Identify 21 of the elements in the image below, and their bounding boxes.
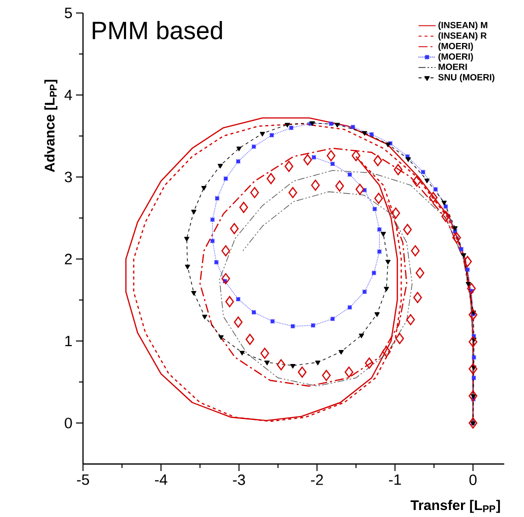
- y-tick-label: 2: [64, 254, 72, 264]
- y-axis-title: Advance [L$_{PP}$]: [44, 80, 58, 172]
- x-axis-title: Transfer [L$_{PP}$]: [410, 500, 500, 513]
- x-tick-label: -1: [389, 474, 401, 485]
- x-tick-label: -5: [77, 474, 90, 485]
- y-tick-label: 5: [64, 8, 72, 18]
- x-tick-label: -3: [233, 474, 245, 486]
- annotation: PMM based: [92, 21, 222, 40]
- legend-label: (INSEAN) R: [438, 32, 487, 41]
- legend-label: (MOERI): [438, 42, 473, 52]
- x-tick-label: -4: [155, 474, 168, 485]
- legend-label: (MOERI): [438, 53, 473, 62]
- y-tick-label: 3: [64, 172, 72, 182]
- legend-label: MOERI: [438, 64, 467, 70]
- legend-label: SNU (MOERI): [438, 74, 494, 82]
- y-tick-label: 4: [64, 90, 72, 100]
- y-tick-label: 1: [65, 336, 72, 346]
- legend-label: (INSEAN) M: [438, 22, 488, 30]
- y-tick-label: 0: [64, 418, 72, 428]
- x-tick-label: -2: [311, 474, 323, 485]
- x-tick-label: 0: [469, 474, 477, 486]
